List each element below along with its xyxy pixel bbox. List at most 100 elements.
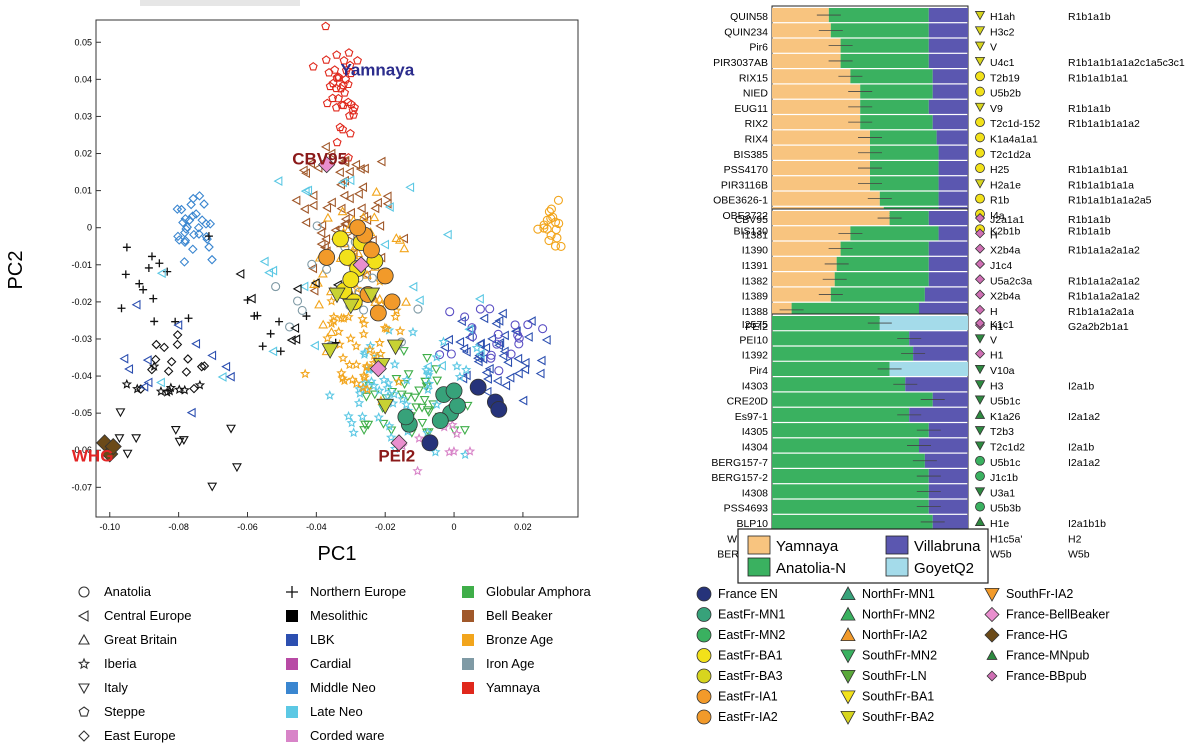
sample-label: PIR3116B — [721, 179, 768, 191]
bar-villabruna — [932, 514, 968, 529]
bar-yamnaya — [772, 130, 870, 145]
bar-villabruna — [932, 115, 968, 130]
reference-point — [340, 88, 350, 97]
pca-annotation: Yamnaya — [340, 61, 414, 80]
pca-legend: Anatolia Central Europe Great Britain Iberi… — [77, 584, 592, 743]
pca-annotation: PEI2 — [378, 446, 415, 465]
sample-legend-label: EastFr-IA1 — [718, 690, 778, 704]
reference-point — [114, 434, 125, 444]
highlighted-point — [369, 360, 387, 378]
bar-goyetq2 — [879, 316, 968, 331]
reference-point — [232, 463, 242, 473]
reference-point — [381, 323, 392, 334]
highlighted-point — [362, 287, 381, 304]
legend-shape-marker — [78, 706, 90, 717]
y-haplogroup: R1b1a1b1a1 — [1068, 72, 1128, 84]
reference-point — [359, 377, 371, 388]
sample-symbol — [974, 426, 986, 436]
reference-point — [121, 270, 130, 279]
mt-haplogroup: K1a4a1a1 — [990, 134, 1038, 146]
reference-point — [338, 80, 348, 90]
reference-point — [513, 368, 523, 379]
bar-yamnaya — [772, 53, 841, 68]
reference-point — [117, 304, 126, 313]
reference-point — [292, 283, 302, 294]
reference-point — [375, 220, 385, 231]
legend-color-marker — [286, 730, 298, 742]
reference-point — [501, 380, 511, 391]
sample-label: BERG157-2 — [711, 472, 768, 484]
reference-point — [353, 248, 364, 258]
sample-symbol — [975, 117, 985, 128]
bar-villabruna — [938, 191, 968, 206]
reference-point — [461, 370, 471, 381]
sample-label: I1382 — [742, 275, 768, 287]
reference-point — [396, 390, 407, 400]
reference-point — [345, 175, 355, 186]
reference-point — [401, 399, 412, 409]
sample-legend-marker — [986, 670, 998, 682]
reference-point — [340, 219, 349, 229]
bar-anatolia — [772, 316, 880, 331]
reference-point — [362, 269, 372, 279]
reference-point — [544, 236, 554, 246]
reference-point — [369, 350, 380, 360]
reference-point — [389, 388, 400, 399]
reference-point — [324, 390, 335, 400]
legend-color-label: Bronze Age — [486, 632, 553, 647]
bar-goyetq2 — [889, 361, 968, 376]
reference-point — [498, 350, 508, 361]
reference-point — [337, 206, 348, 216]
reference-point — [354, 383, 365, 394]
sample-label: QUIN234 — [724, 26, 768, 38]
reference-point — [302, 312, 311, 321]
reference-point — [139, 285, 148, 294]
reference-point — [366, 376, 377, 386]
sample-legend-label: France EN — [718, 587, 778, 601]
sample-symbol — [975, 471, 985, 481]
bar-villabruna — [928, 469, 968, 484]
sample-label: I1392 — [742, 350, 768, 362]
legend-color-label: Iron Age — [486, 656, 534, 671]
bar-anatolia — [860, 99, 929, 114]
bar-anatolia — [828, 8, 929, 23]
mt-haplogroup: T2c1d2 — [990, 442, 1025, 454]
reference-point — [309, 285, 319, 296]
sample-symbol — [974, 395, 986, 405]
bar-anatolia — [870, 145, 939, 160]
bar-villabruna — [928, 499, 968, 514]
sample-legend-label: EastFr-BA1 — [718, 649, 783, 663]
reference-point — [385, 432, 397, 442]
sample-legend-label: SouthFr-LN — [862, 669, 927, 683]
y-haplogroup: R1b1a1a2a1a2 — [1068, 275, 1140, 287]
reference-point — [312, 221, 322, 231]
admixture-legend-swatch — [747, 557, 771, 577]
reference-point — [143, 377, 153, 388]
reference-point — [374, 293, 385, 303]
y-haplogroup: R1b1a1b — [1068, 214, 1111, 226]
reference-point — [367, 273, 377, 283]
legend-color-label: Mesolithic — [310, 608, 368, 623]
reference-point — [246, 293, 256, 304]
bar-villabruna — [928, 53, 968, 68]
sample-label: I4303 — [742, 380, 768, 392]
reference-point — [403, 370, 414, 380]
sample-symbol — [975, 86, 985, 97]
sample-label: CRE20D — [727, 396, 769, 408]
reference-point — [308, 62, 318, 71]
sample-legend-label: NorthFr-MN1 — [862, 587, 935, 601]
legend-color-marker — [462, 682, 474, 694]
reference-point — [369, 212, 380, 222]
reference-point — [197, 215, 207, 225]
sample-label: I1388 — [742, 306, 768, 318]
reference-point — [494, 315, 504, 326]
sample-label: RIX2 — [745, 118, 769, 130]
reference-point — [351, 283, 363, 294]
reference-point — [444, 446, 455, 457]
bar-villabruna — [928, 211, 968, 226]
y-tick-label: 0.05 — [74, 37, 92, 47]
mt-haplogroup: U5a2c3a — [990, 275, 1032, 287]
reference-point — [299, 204, 309, 214]
reference-point — [413, 304, 423, 314]
reference-point — [361, 392, 372, 402]
